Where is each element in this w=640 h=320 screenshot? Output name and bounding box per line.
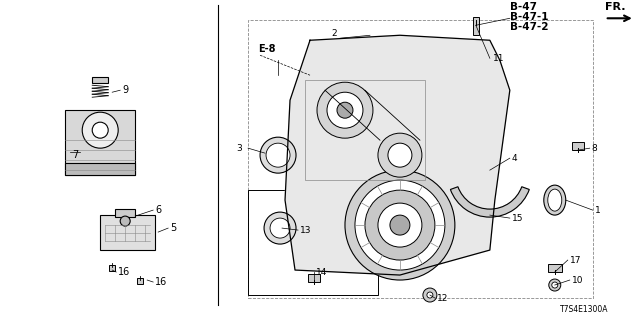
- Circle shape: [423, 288, 437, 302]
- Bar: [248, 190, 378, 295]
- Polygon shape: [285, 35, 510, 275]
- Bar: [308, 274, 320, 282]
- Bar: [473, 17, 479, 35]
- Bar: [109, 265, 115, 271]
- Text: B-47-1: B-47-1: [510, 12, 548, 22]
- Bar: [115, 209, 135, 217]
- Circle shape: [327, 92, 363, 128]
- Text: 1: 1: [595, 206, 600, 215]
- Bar: [548, 264, 562, 272]
- Bar: [92, 77, 108, 83]
- Text: B-47: B-47: [510, 2, 537, 12]
- Circle shape: [345, 170, 455, 280]
- Text: 5: 5: [170, 223, 177, 233]
- Text: 2: 2: [332, 29, 337, 38]
- Text: 4: 4: [512, 154, 518, 163]
- Bar: [137, 278, 143, 284]
- Circle shape: [355, 180, 445, 270]
- Wedge shape: [451, 187, 529, 217]
- Circle shape: [388, 143, 412, 167]
- Circle shape: [552, 282, 558, 288]
- Text: 17: 17: [570, 256, 581, 265]
- Circle shape: [120, 216, 130, 226]
- Text: 8: 8: [592, 144, 598, 153]
- Circle shape: [378, 133, 422, 177]
- Text: E-8: E-8: [258, 44, 276, 54]
- Bar: [305, 80, 425, 180]
- Bar: [65, 110, 135, 175]
- Circle shape: [390, 215, 410, 235]
- Circle shape: [337, 102, 353, 118]
- Circle shape: [427, 292, 433, 298]
- Circle shape: [266, 143, 290, 167]
- Circle shape: [270, 218, 290, 238]
- Circle shape: [378, 203, 422, 247]
- Circle shape: [260, 137, 296, 173]
- Ellipse shape: [548, 189, 562, 211]
- Text: 7: 7: [72, 150, 79, 160]
- Text: 3: 3: [236, 144, 242, 153]
- Ellipse shape: [544, 185, 566, 215]
- Circle shape: [365, 190, 435, 260]
- Text: 9: 9: [122, 85, 128, 95]
- Bar: [65, 163, 135, 175]
- Text: T7S4E1300A: T7S4E1300A: [560, 305, 608, 314]
- Text: 6: 6: [155, 205, 161, 215]
- Circle shape: [92, 122, 108, 138]
- Text: 10: 10: [572, 276, 583, 284]
- Text: 12: 12: [437, 293, 448, 302]
- Bar: [248, 20, 593, 298]
- Text: 16: 16: [118, 267, 131, 277]
- Text: 14: 14: [316, 268, 328, 276]
- Text: 15: 15: [512, 213, 524, 223]
- Circle shape: [82, 112, 118, 148]
- Bar: [100, 215, 155, 250]
- Circle shape: [264, 212, 296, 244]
- Text: FR.: FR.: [605, 2, 625, 12]
- Bar: [572, 142, 584, 150]
- Text: 16: 16: [155, 277, 168, 287]
- Text: 11: 11: [493, 54, 504, 63]
- Circle shape: [548, 279, 561, 291]
- Circle shape: [317, 82, 373, 138]
- Text: B-47-2: B-47-2: [510, 22, 548, 32]
- Text: 13: 13: [300, 226, 312, 235]
